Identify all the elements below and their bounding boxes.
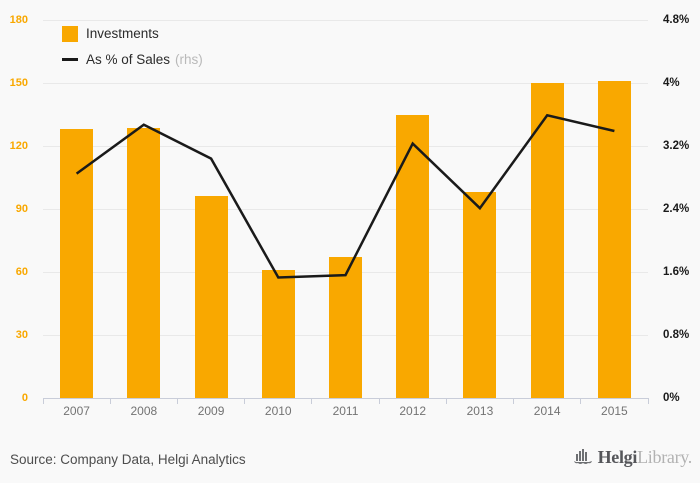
left-axis-tick-label: 150 xyxy=(9,77,28,89)
x-axis-tick xyxy=(244,398,246,404)
bar-2010 xyxy=(261,269,295,398)
x-axis-label-2013: 2013 xyxy=(466,404,494,418)
left-axis-tick-label: 180 xyxy=(9,14,28,26)
legend-label-investments: Investments xyxy=(86,26,159,41)
right-axis-tick-label: 0% xyxy=(663,392,680,404)
right-axis-tick-label: 0.8% xyxy=(663,329,690,341)
x-axis-label-2009: 2009 xyxy=(197,404,225,418)
gridline xyxy=(43,20,648,21)
x-axis-label-2010: 2010 xyxy=(264,404,292,418)
x-axis-label-2008: 2008 xyxy=(130,404,158,418)
bar-2007 xyxy=(60,129,94,398)
left-axis-tick-label: 60 xyxy=(15,266,28,278)
legend-suffix-rhs: (rhs) xyxy=(175,52,203,67)
bar-2012 xyxy=(396,114,430,398)
logo-text-library: Library. xyxy=(637,447,692,467)
right-axis-tick-label: 4% xyxy=(663,77,680,89)
gridline xyxy=(43,83,648,84)
bar-2009 xyxy=(194,196,228,398)
bar-2011 xyxy=(329,257,362,398)
logo-text-helgi: Helgi xyxy=(597,447,638,467)
right-axis-tick-label: 2.4% xyxy=(663,203,690,215)
legend-label-sales: As % of Sales xyxy=(86,52,171,67)
legend-item-sales: As % of Sales (rhs) xyxy=(62,51,203,68)
x-axis-tick xyxy=(176,398,178,404)
left-axis-tick-label: 90 xyxy=(15,203,28,215)
line-swatch-icon xyxy=(62,58,78,61)
legend: Investments As % of Sales (rhs) xyxy=(62,25,203,77)
plot-area xyxy=(42,20,649,404)
helgi-logo: Helgi Library. xyxy=(573,447,692,468)
right-axis-tick-label: 4.8% xyxy=(663,14,690,26)
investments-swatch-icon xyxy=(62,25,78,42)
x-axis-tick xyxy=(647,398,649,404)
left-axis-tick-label: 120 xyxy=(9,140,28,152)
right-axis-tick-label: 1.6% xyxy=(663,266,690,278)
gridline xyxy=(43,146,648,147)
x-axis-tick xyxy=(513,398,515,404)
x-axis-tick xyxy=(42,398,44,404)
x-axis-label-2014: 2014 xyxy=(533,404,561,418)
x-axis-tick xyxy=(580,398,582,404)
x-axis-label-2007: 2007 xyxy=(63,404,90,418)
right-axis-tick-label: 3.2% xyxy=(663,140,690,152)
bar-2015 xyxy=(597,80,631,398)
helgi-logo-icon xyxy=(573,449,592,464)
x-axis-label-2015: 2015 xyxy=(601,404,628,418)
sales-line xyxy=(75,113,615,279)
bar-2014 xyxy=(530,83,564,398)
bar-2008 xyxy=(127,128,161,398)
x-axis-tick xyxy=(311,398,313,404)
legend-item-investments: Investments xyxy=(62,25,203,42)
gridline xyxy=(43,209,648,210)
x-axis-tick xyxy=(109,398,111,404)
source-text: Source: Company Data, Helgi Analytics xyxy=(10,452,246,467)
x-axis-label-2012: 2012 xyxy=(399,404,427,418)
x-axis-label-2011: 2011 xyxy=(332,404,359,418)
bar-2013 xyxy=(463,192,497,398)
x-axis-line xyxy=(43,398,648,399)
x-axis-tick xyxy=(445,398,447,404)
x-axis-tick xyxy=(378,398,380,404)
left-axis-tick-label: 30 xyxy=(15,329,28,341)
left-axis-tick-label: 0 xyxy=(21,392,28,404)
